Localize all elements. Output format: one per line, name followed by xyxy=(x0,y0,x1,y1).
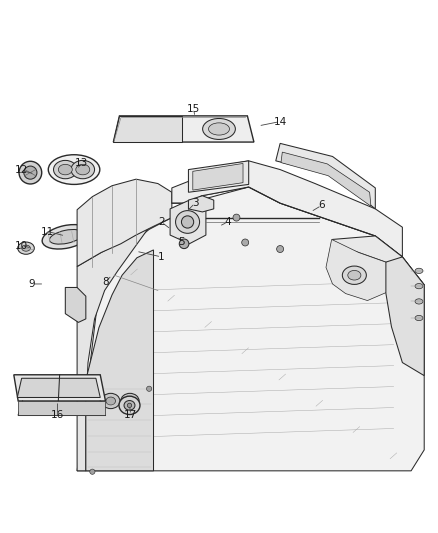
Polygon shape xyxy=(113,116,182,142)
Ellipse shape xyxy=(147,386,152,391)
Ellipse shape xyxy=(181,216,194,228)
Text: 5: 5 xyxy=(179,238,185,247)
Polygon shape xyxy=(332,236,403,262)
Text: 8: 8 xyxy=(102,277,109,287)
Polygon shape xyxy=(113,116,254,142)
Ellipse shape xyxy=(102,393,120,409)
Text: 3: 3 xyxy=(192,198,198,208)
Ellipse shape xyxy=(277,246,284,253)
Ellipse shape xyxy=(18,242,34,254)
Polygon shape xyxy=(77,227,149,471)
Ellipse shape xyxy=(179,239,189,248)
Ellipse shape xyxy=(106,397,116,405)
Ellipse shape xyxy=(119,396,140,415)
Text: 14: 14 xyxy=(273,117,287,126)
Text: 17: 17 xyxy=(124,410,138,420)
Ellipse shape xyxy=(121,393,139,409)
Text: 9: 9 xyxy=(29,279,35,289)
Polygon shape xyxy=(386,253,424,376)
Polygon shape xyxy=(86,250,153,471)
Text: 10: 10 xyxy=(15,240,28,251)
Text: 2: 2 xyxy=(158,217,165,227)
Ellipse shape xyxy=(233,214,240,221)
Text: 11: 11 xyxy=(41,227,54,237)
Ellipse shape xyxy=(127,403,132,408)
Ellipse shape xyxy=(71,160,95,179)
Polygon shape xyxy=(14,375,106,401)
Text: 16: 16 xyxy=(51,410,64,420)
Polygon shape xyxy=(276,143,375,209)
Ellipse shape xyxy=(208,123,230,135)
Polygon shape xyxy=(77,179,172,266)
Ellipse shape xyxy=(343,266,366,285)
Text: 6: 6 xyxy=(318,200,325,211)
Ellipse shape xyxy=(203,118,235,140)
Ellipse shape xyxy=(24,166,37,179)
Polygon shape xyxy=(65,287,86,322)
Ellipse shape xyxy=(125,397,135,405)
Polygon shape xyxy=(188,196,214,212)
Ellipse shape xyxy=(48,155,100,184)
Polygon shape xyxy=(188,161,249,192)
Ellipse shape xyxy=(49,230,83,244)
Ellipse shape xyxy=(90,386,95,391)
Polygon shape xyxy=(77,187,424,471)
Polygon shape xyxy=(193,164,243,190)
Ellipse shape xyxy=(415,299,423,304)
Ellipse shape xyxy=(415,268,423,273)
Ellipse shape xyxy=(90,469,95,474)
Ellipse shape xyxy=(415,316,423,321)
Polygon shape xyxy=(18,401,105,415)
Ellipse shape xyxy=(242,239,249,246)
Text: 1: 1 xyxy=(158,252,165,262)
Text: 4: 4 xyxy=(224,217,231,227)
Ellipse shape xyxy=(42,224,90,249)
Ellipse shape xyxy=(19,161,42,184)
Ellipse shape xyxy=(58,164,72,175)
Text: 15: 15 xyxy=(187,104,200,114)
Ellipse shape xyxy=(124,400,135,410)
Polygon shape xyxy=(170,200,206,244)
Text: 12: 12 xyxy=(15,165,28,175)
Ellipse shape xyxy=(76,164,90,175)
Polygon shape xyxy=(326,239,386,301)
Ellipse shape xyxy=(348,270,361,280)
Ellipse shape xyxy=(176,211,200,233)
Polygon shape xyxy=(17,378,100,398)
Ellipse shape xyxy=(21,245,30,251)
Polygon shape xyxy=(172,161,403,257)
Text: 13: 13 xyxy=(75,158,88,167)
Ellipse shape xyxy=(415,284,423,289)
Ellipse shape xyxy=(53,160,77,179)
Polygon shape xyxy=(281,152,371,206)
